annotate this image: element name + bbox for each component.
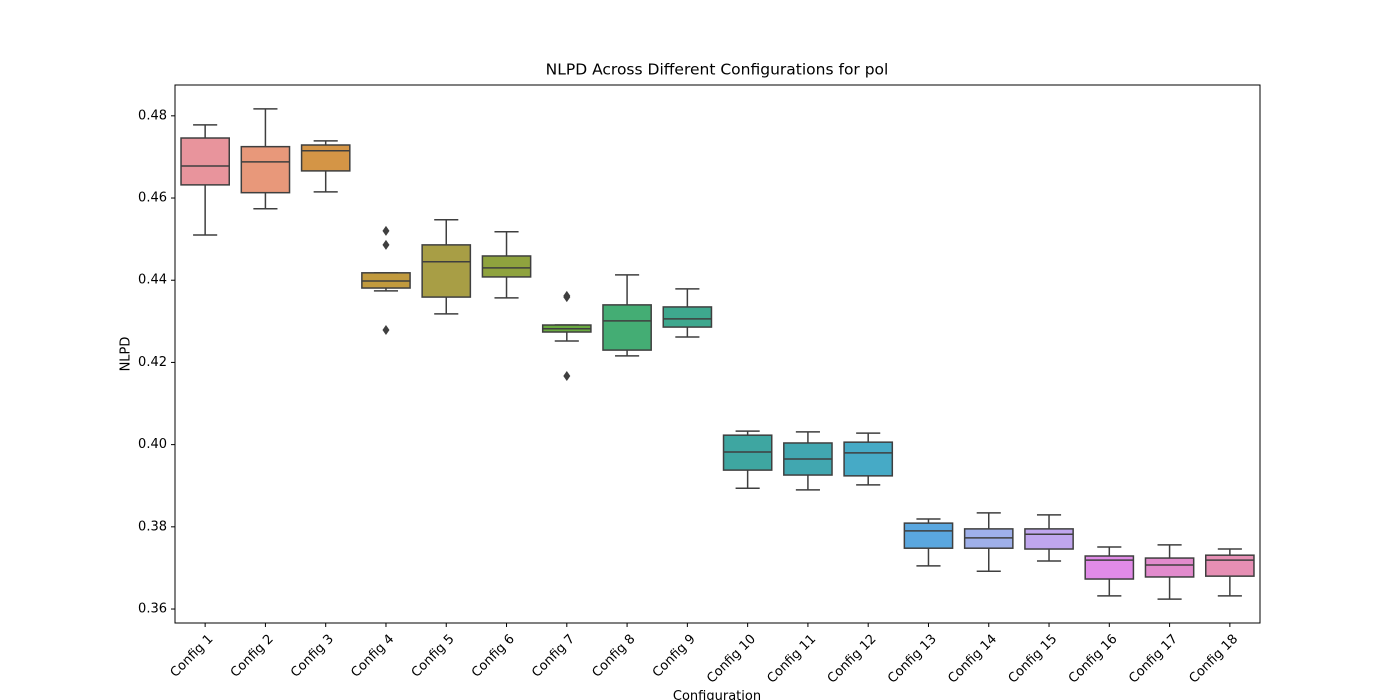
outlier — [382, 324, 390, 335]
x-tick-label: Config 1 — [168, 632, 217, 681]
box — [903, 522, 954, 549]
box — [481, 255, 532, 278]
y-tick-label: 0.48 — [138, 108, 167, 123]
y-axis-label: NLPD — [119, 337, 134, 372]
y-tick-label: 0.42 — [138, 355, 167, 370]
box — [602, 304, 652, 351]
x-tick-label: Config 9 — [650, 632, 699, 681]
x-tick-label: Config 16 — [1066, 632, 1121, 687]
box — [843, 441, 894, 477]
outlier — [382, 225, 390, 236]
x-tick-label: Config 4 — [348, 632, 397, 681]
outlier — [563, 370, 571, 381]
x-tick-label: Config 2 — [228, 632, 277, 681]
x-tick-label: Config 18 — [1186, 632, 1241, 687]
box — [1144, 557, 1195, 578]
x-tick-label: Config 3 — [288, 632, 337, 681]
box — [300, 144, 351, 172]
x-tick-label: Config 15 — [1006, 632, 1061, 687]
x-tick-label: Config 17 — [1126, 632, 1181, 687]
chart-title: NLPD Across Different Configurations for… — [546, 61, 889, 79]
box — [421, 244, 472, 298]
y-tick-label: 0.40 — [138, 437, 167, 452]
box — [180, 137, 230, 186]
x-tick-label: Config 10 — [704, 632, 759, 687]
box — [1024, 528, 1074, 550]
x-tick-label: Config 12 — [825, 632, 880, 687]
y-tick-label: 0.36 — [138, 602, 167, 617]
outlier — [382, 239, 390, 250]
x-tick-label: Config 5 — [409, 632, 458, 681]
box — [1205, 554, 1255, 577]
box — [662, 306, 713, 328]
x-tick-label: Config 8 — [590, 632, 639, 681]
y-tick-label: 0.38 — [138, 519, 167, 534]
x-axis-label: Configuration — [673, 689, 761, 700]
box — [240, 145, 291, 194]
x-tick-label: Config 6 — [469, 632, 518, 681]
outlier — [563, 292, 571, 303]
x-tick-label: Config 7 — [529, 632, 578, 681]
box — [1084, 555, 1135, 580]
y-tick-label: 0.44 — [138, 273, 167, 288]
x-tick-label: Config 14 — [945, 632, 1000, 687]
plot-frame — [174, 84, 1261, 624]
y-tick-label: 0.46 — [138, 191, 167, 206]
x-tick-label: Config 13 — [885, 632, 940, 687]
x-tick-label: Config 11 — [764, 632, 819, 687]
